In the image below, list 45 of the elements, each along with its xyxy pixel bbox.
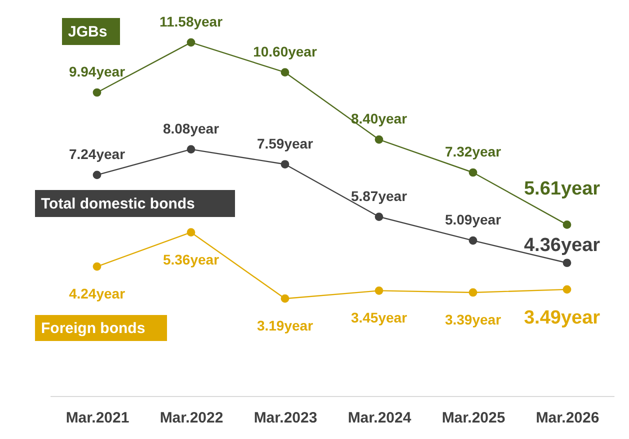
point	[374, 135, 384, 144]
point	[468, 236, 478, 245]
point	[468, 288, 478, 297]
x-tick-label: Mar.2023	[254, 410, 318, 426]
data-label: 7.59year	[256, 135, 314, 152]
data-label: 3.49year	[524, 307, 601, 328]
data-label: 8.08year	[162, 120, 220, 136]
point	[92, 88, 102, 97]
data-label: 4.36year	[524, 234, 601, 256]
data-label: 7.32year	[444, 144, 502, 160]
text: Foreign bonds	[41, 320, 146, 337]
data-label: 9.94year	[68, 64, 126, 80]
point	[562, 220, 572, 229]
data-label: 11.58year	[159, 13, 224, 30]
data-label: 5.36year	[162, 251, 220, 268]
point	[280, 68, 290, 77]
point	[468, 168, 478, 177]
point	[374, 286, 384, 295]
point	[280, 160, 290, 168]
text: JGBs	[68, 24, 108, 40]
data-label: 5.09year	[444, 212, 502, 228]
data-label: 10.60year	[253, 43, 318, 60]
point	[374, 212, 384, 221]
text: Total domestic bonds	[41, 196, 195, 212]
point	[186, 145, 196, 154]
data-label: 8.40year	[350, 110, 408, 127]
data-label: 4.24year	[68, 286, 126, 302]
x-tick-label: Mar.2024	[348, 410, 412, 426]
x-tick-label: Mar.2026	[536, 410, 600, 426]
point	[186, 228, 196, 237]
data-label: 3.39year	[444, 311, 502, 328]
data-label: 7.24year	[68, 146, 126, 162]
data-label: 5.87year	[350, 188, 408, 204]
x-tick-label: Mar.2021	[66, 410, 130, 426]
data-label: 5.61year	[524, 178, 601, 200]
x-tick-label: Mar.2022	[160, 410, 224, 426]
point	[562, 285, 572, 294]
point	[280, 294, 290, 303]
point	[562, 258, 572, 268]
x-tick-label: Mar.2025	[442, 410, 506, 426]
point	[186, 38, 196, 47]
data-label: 3.19year	[256, 318, 314, 334]
data-label: 3.45year	[350, 310, 408, 326]
point	[92, 262, 102, 271]
point	[92, 170, 102, 180]
